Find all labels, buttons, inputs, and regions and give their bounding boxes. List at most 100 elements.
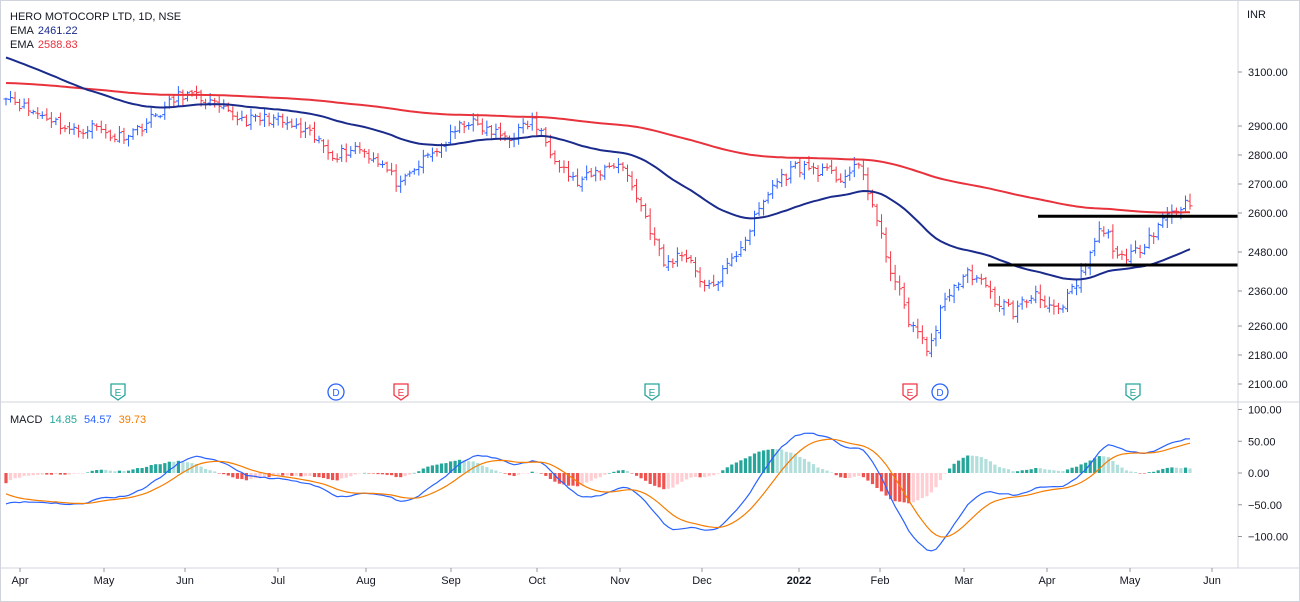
price-bar bbox=[107, 129, 113, 142]
histogram-bar bbox=[213, 471, 217, 473]
histogram-bar bbox=[544, 473, 548, 476]
price-bar bbox=[1078, 263, 1084, 293]
histogram-bar bbox=[784, 451, 788, 473]
y-tick-label: 2100.00 bbox=[1248, 379, 1288, 391]
histogram-bar bbox=[952, 463, 956, 473]
histogram-bar bbox=[222, 473, 226, 475]
price-bar bbox=[996, 295, 1002, 312]
histogram-bar bbox=[40, 473, 44, 475]
histogram-bar bbox=[734, 462, 738, 473]
histogram-bar bbox=[1075, 466, 1079, 473]
histogram-bar bbox=[344, 473, 348, 478]
price-bar bbox=[856, 162, 862, 169]
marker-shape bbox=[931, 383, 949, 401]
histogram-bar bbox=[380, 473, 385, 475]
histogram-bar bbox=[58, 473, 62, 475]
price-bar bbox=[248, 108, 254, 130]
price-bar bbox=[180, 89, 186, 106]
histogram-bar bbox=[81, 473, 85, 474]
price-bar bbox=[398, 175, 404, 193]
marker-letter: E bbox=[649, 388, 656, 399]
macd-legend: MACD 14.85 54.57 39.73 bbox=[10, 413, 146, 427]
price-bar bbox=[901, 282, 907, 309]
horizontal-levels[interactable] bbox=[988, 214, 1238, 267]
histogram-bar bbox=[616, 470, 620, 473]
histogram-bar bbox=[13, 473, 17, 479]
histogram-bar bbox=[31, 473, 35, 476]
histogram-bar bbox=[535, 472, 539, 474]
price-bar bbox=[810, 162, 816, 175]
price-bar bbox=[597, 170, 603, 181]
price-bar bbox=[770, 180, 776, 199]
histogram-bar bbox=[893, 473, 897, 502]
histogram-bar bbox=[966, 455, 970, 473]
histogram-bar bbox=[185, 462, 190, 473]
marker-shape bbox=[393, 383, 409, 401]
price-bar bbox=[924, 336, 930, 357]
histogram-bar bbox=[394, 473, 398, 478]
histogram-bar bbox=[22, 473, 26, 476]
price-bar bbox=[293, 118, 299, 129]
price-bar bbox=[1133, 240, 1139, 254]
price-bar bbox=[461, 120, 467, 134]
histogram-bar bbox=[1070, 467, 1074, 473]
y-tick-label: 2360.00 bbox=[1248, 286, 1288, 298]
histogram-bar bbox=[857, 473, 861, 477]
histogram-bar bbox=[716, 473, 720, 474]
price-bar bbox=[584, 165, 590, 181]
histogram-bar bbox=[811, 464, 816, 473]
histogram-bar bbox=[1011, 471, 1015, 473]
histogram-bar bbox=[72, 473, 76, 474]
y-tick-label: 2900.00 bbox=[1248, 121, 1288, 133]
histogram-bar bbox=[149, 465, 153, 473]
y-tick-label: 2700.00 bbox=[1248, 179, 1288, 191]
price-bar bbox=[634, 178, 640, 203]
histogram-bar bbox=[875, 473, 879, 488]
histogram-bar bbox=[802, 458, 806, 473]
histogram-bar bbox=[834, 473, 838, 476]
histogram-bar bbox=[938, 473, 943, 481]
price-bar bbox=[416, 160, 422, 176]
histogram-bar bbox=[648, 473, 652, 484]
price-bar bbox=[933, 325, 939, 347]
histogram-bar bbox=[630, 473, 634, 474]
price-bar bbox=[670, 258, 676, 269]
histogram-bar bbox=[412, 472, 416, 474]
histogram-bar bbox=[889, 473, 893, 500]
price-bar bbox=[956, 282, 962, 291]
price-bar bbox=[947, 288, 953, 302]
price-bar bbox=[76, 124, 82, 138]
ema1-label: EMA bbox=[10, 25, 34, 37]
price-bar bbox=[783, 173, 789, 187]
histogram-bar bbox=[358, 473, 362, 474]
histogram-bar bbox=[1170, 467, 1174, 473]
price-bar bbox=[30, 109, 36, 115]
macd-hist-value: 14.85 bbox=[49, 414, 77, 426]
histogram-bar bbox=[789, 452, 793, 473]
price-bar bbox=[879, 214, 885, 239]
y-tick-label: 2260.00 bbox=[1248, 321, 1288, 333]
histogram-bar bbox=[861, 473, 865, 478]
price-bar bbox=[280, 113, 286, 128]
price-bar bbox=[1024, 299, 1030, 308]
histogram-bar bbox=[585, 473, 589, 483]
histogram-bar bbox=[1124, 470, 1129, 473]
histogram-bar bbox=[154, 464, 158, 473]
histogram-bar bbox=[308, 473, 312, 476]
histogram-bar bbox=[258, 473, 262, 479]
price-bar bbox=[661, 244, 667, 267]
x-tick-label: Sep bbox=[441, 575, 461, 587]
histogram-bar bbox=[480, 465, 484, 473]
earnings-marker: E bbox=[110, 383, 126, 401]
price-bar bbox=[865, 167, 871, 201]
histogram-bar bbox=[353, 473, 357, 475]
ema2-label: EMA bbox=[10, 39, 34, 51]
histogram-bar bbox=[390, 473, 394, 476]
histogram-bar bbox=[1165, 467, 1169, 473]
histogram-bar bbox=[18, 473, 22, 478]
histogram-bar bbox=[1106, 457, 1110, 473]
price-bar bbox=[588, 167, 594, 178]
histogram-bar bbox=[235, 473, 239, 479]
